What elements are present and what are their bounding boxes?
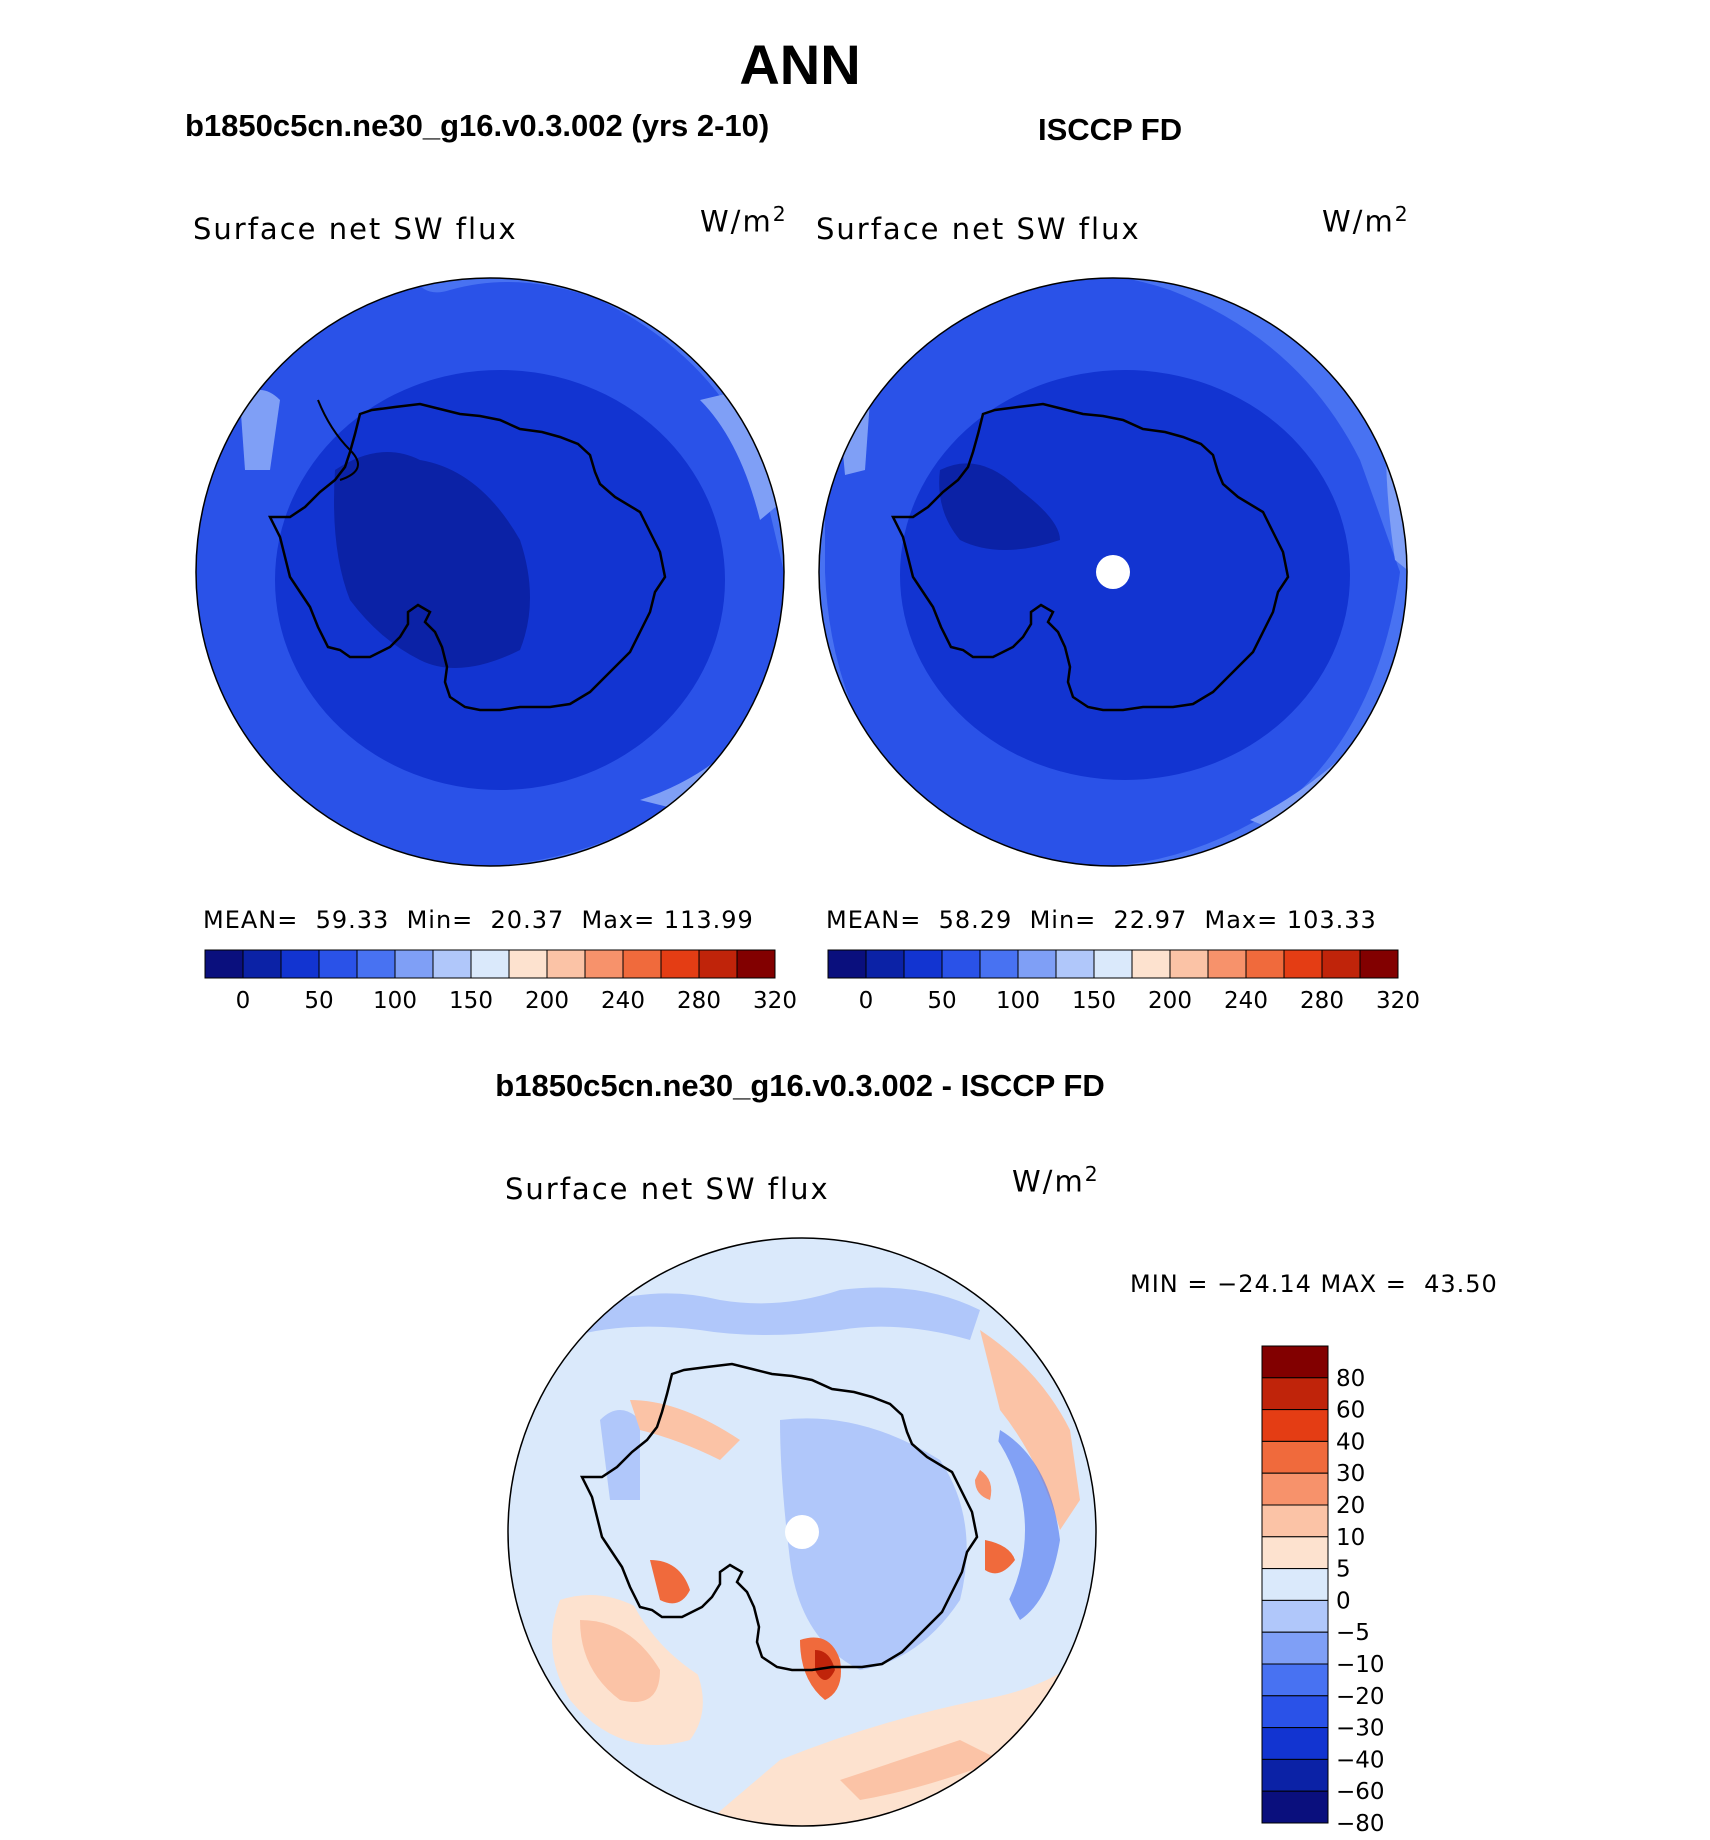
colorbar-box bbox=[546, 949, 586, 979]
diff-stats: MIN = −24.14 MAX = 43.50 bbox=[1130, 1270, 1498, 1298]
model-panel-header: b1850c5cn.ne30_g16.v0.3.002 (yrs 2-10) bbox=[185, 108, 770, 143]
colorbar-box bbox=[736, 949, 776, 979]
colorbar-box bbox=[865, 949, 905, 979]
colorbar-tick-label: 60 bbox=[1336, 1398, 1365, 1424]
colorbar-box bbox=[1261, 1440, 1329, 1474]
colorbar-tick-label: 50 bbox=[304, 988, 333, 1014]
colorbar-box bbox=[1261, 1663, 1329, 1697]
colorbar-tick-label: 200 bbox=[1148, 988, 1192, 1014]
colorbar-box bbox=[979, 949, 1019, 979]
colorbar-tick-label: 280 bbox=[677, 988, 721, 1014]
colorbar-tick-label: 200 bbox=[525, 988, 569, 1014]
model-colorbar: 0 50 100 150 200 240 280 320 bbox=[204, 949, 797, 1014]
colorbar-box bbox=[660, 949, 700, 979]
colorbar-tick-label: 240 bbox=[601, 988, 645, 1014]
colorbar-box bbox=[1169, 949, 1209, 979]
colorbar-box bbox=[1093, 949, 1133, 979]
colorbar-tick-label: −40 bbox=[1336, 1747, 1385, 1773]
colorbar-tick-label: 20 bbox=[1336, 1493, 1365, 1519]
colorbar-box bbox=[1261, 1409, 1329, 1442]
colorbar-box bbox=[584, 949, 624, 979]
colorbar-box bbox=[1261, 1695, 1329, 1729]
model-units-label: W/m2 bbox=[700, 202, 788, 239]
colorbar-box bbox=[1261, 1536, 1329, 1570]
colorbar-box bbox=[1261, 1472, 1329, 1506]
obs-units-label: W/m2 bbox=[1322, 202, 1410, 239]
colorbar-tick-label: 0 bbox=[236, 988, 251, 1014]
colorbar-box bbox=[1207, 949, 1247, 979]
colorbar-box bbox=[1261, 1599, 1329, 1633]
colorbar-tick-label: −30 bbox=[1336, 1716, 1385, 1742]
colorbar-box bbox=[1261, 1790, 1329, 1824]
colorbar-tick-label: 5 bbox=[1336, 1557, 1351, 1583]
colorbar-box bbox=[356, 949, 396, 979]
colorbar-tick-label: 240 bbox=[1224, 988, 1268, 1014]
model-map bbox=[196, 278, 784, 866]
colorbar-box bbox=[1261, 1377, 1329, 1411]
colorbar-box bbox=[1131, 949, 1171, 979]
colorbar-tick-label: 320 bbox=[1376, 988, 1420, 1014]
colorbar-box bbox=[242, 949, 282, 979]
colorbar-box bbox=[318, 949, 358, 979]
colorbar-box bbox=[827, 949, 867, 979]
colorbar-box bbox=[1359, 949, 1399, 979]
colorbar-box bbox=[1261, 1568, 1329, 1601]
diff-map-border bbox=[507, 1237, 1097, 1827]
figure-title: ANN bbox=[739, 33, 861, 96]
colorbar-tick-label: 10 bbox=[1336, 1525, 1365, 1551]
colorbar-tick-label: 0 bbox=[859, 988, 874, 1014]
colorbar-box bbox=[1017, 949, 1057, 979]
colorbar-tick-label: 150 bbox=[449, 988, 493, 1014]
colorbar-tick-label: 100 bbox=[996, 988, 1040, 1014]
obs-panel-header: ISCCP FD bbox=[1038, 112, 1183, 147]
colorbar-box bbox=[1055, 949, 1095, 979]
colorbar-tick-label: 100 bbox=[373, 988, 417, 1014]
colorbar-tick-label: −10 bbox=[1336, 1652, 1385, 1678]
colorbar-box bbox=[1245, 949, 1285, 979]
obs-variable-label: Surface net SW flux bbox=[816, 212, 1141, 246]
colorbar-tick-label: −5 bbox=[1336, 1620, 1370, 1646]
colorbar-box bbox=[280, 949, 320, 979]
colorbar-box bbox=[1261, 1631, 1329, 1665]
colorbar-box bbox=[1283, 949, 1323, 979]
obs-map-border bbox=[818, 277, 1408, 867]
colorbar-box bbox=[394, 949, 434, 979]
model-map-border bbox=[195, 277, 785, 867]
colorbar-box bbox=[470, 949, 510, 979]
colorbar-tick-label: 50 bbox=[927, 988, 956, 1014]
obs-stats: MEAN= 58.29 Min= 22.97 Max= 103.33 bbox=[826, 906, 1377, 934]
obs-colorbar: 0 50 100 150 200 240 280 320 bbox=[827, 949, 1420, 1014]
colorbar-tick-label: −80 bbox=[1336, 1811, 1385, 1837]
colorbar-box bbox=[622, 949, 662, 979]
colorbar-tick-label: 30 bbox=[1336, 1461, 1365, 1487]
colorbar-box bbox=[204, 949, 244, 979]
colorbar-tick-label: 150 bbox=[1072, 988, 1116, 1014]
diff-units-label: W/m2 bbox=[1012, 1162, 1100, 1199]
colorbar-tick-label: 0 bbox=[1336, 1588, 1351, 1614]
colorbar-box bbox=[1321, 949, 1361, 979]
model-variable-label: Surface net SW flux bbox=[193, 212, 518, 246]
colorbar-box bbox=[1261, 1345, 1329, 1379]
colorbar-tick-label: 280 bbox=[1300, 988, 1344, 1014]
diff-colorbar: 80 60 40 30 20 10 5 0 −5 −10 −20 −30 −40 −60 −80 bbox=[1261, 1345, 1385, 1837]
diff-variable-label: Surface net SW flux bbox=[505, 1172, 830, 1206]
colorbar-tick-label: 80 bbox=[1336, 1366, 1365, 1392]
colorbar-box bbox=[1261, 1727, 1329, 1760]
model-stats: MEAN= 59.33 Min= 20.37 Max= 113.99 bbox=[203, 906, 754, 934]
obs-map bbox=[819, 278, 1407, 866]
colorbar-tick-label: −60 bbox=[1336, 1779, 1385, 1805]
colorbar-box bbox=[508, 949, 548, 979]
colorbar-tick-label: 320 bbox=[753, 988, 797, 1014]
colorbar-box bbox=[903, 949, 943, 979]
colorbar-box bbox=[1261, 1758, 1329, 1792]
diff-panel-header: b1850c5cn.ne30_g16.v0.3.002 - ISCCP FD bbox=[495, 1068, 1105, 1103]
colorbar-box bbox=[1261, 1504, 1329, 1538]
colorbar-box bbox=[432, 949, 472, 979]
colorbar-box bbox=[941, 949, 981, 979]
colorbar-tick-label: −20 bbox=[1336, 1684, 1385, 1710]
colorbar-tick-label: 40 bbox=[1336, 1429, 1365, 1455]
colorbar-box bbox=[698, 949, 738, 979]
